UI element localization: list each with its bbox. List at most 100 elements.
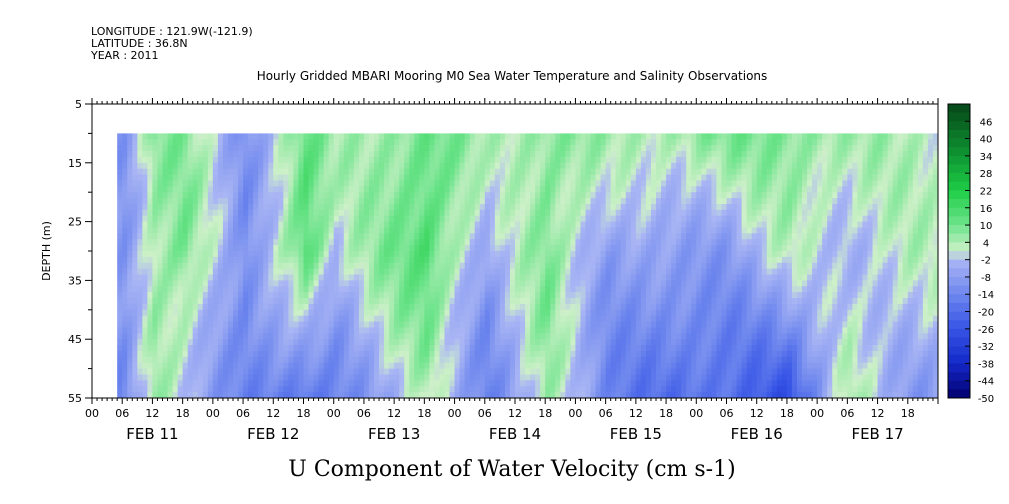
heat-cell — [509, 321, 516, 328]
heat-cell — [348, 280, 355, 287]
heat-cell — [172, 392, 179, 399]
heat-cell — [243, 286, 249, 293]
heat-cell — [444, 162, 450, 170]
heat-cell — [504, 309, 511, 317]
heat-cell — [545, 251, 551, 258]
heat-cell — [132, 245, 138, 252]
heat-cell — [580, 392, 586, 399]
heat-cell — [207, 298, 214, 305]
heat-cell — [187, 156, 194, 164]
heat-cell — [379, 292, 385, 299]
heat-cell — [167, 209, 173, 217]
heat-cell — [167, 292, 173, 299]
heat-cell — [464, 350, 471, 358]
heat-cell — [328, 303, 335, 311]
heat-cell — [333, 292, 340, 299]
heat-cell — [243, 151, 249, 158]
heat-cell — [368, 186, 375, 193]
heat-cell — [147, 192, 153, 199]
heat-cell — [172, 221, 179, 228]
heat-cell — [142, 280, 148, 287]
heat-cell — [268, 151, 274, 158]
heat-cell — [384, 262, 390, 270]
heat-cell — [610, 298, 617, 305]
heat-cell — [389, 215, 395, 222]
heat-cell — [504, 303, 511, 311]
heat-cell — [278, 151, 284, 158]
heat-cell — [449, 280, 455, 287]
heat-cell — [197, 262, 204, 270]
heat-cell — [520, 151, 526, 158]
heat-cell — [268, 350, 274, 358]
heat-cell — [278, 303, 284, 311]
heat-cell — [127, 280, 133, 287]
heat-cell — [605, 162, 612, 170]
heat-cell — [520, 321, 526, 328]
heat-cell — [132, 251, 138, 258]
heat-cell — [474, 298, 481, 305]
heat-cell — [540, 251, 546, 258]
heat-cell — [640, 198, 647, 205]
heat-cell — [207, 168, 214, 175]
heat-cell — [555, 215, 561, 222]
heat-cell — [278, 221, 284, 228]
heat-cell — [635, 245, 642, 252]
heat-cell — [661, 251, 667, 258]
heat-cell — [258, 239, 264, 246]
heat-cell — [545, 239, 551, 246]
heat-cell — [187, 374, 194, 381]
heat-cell — [328, 151, 335, 158]
heat-cell — [499, 386, 506, 393]
heat-cell — [590, 186, 596, 193]
heat-cell — [444, 139, 450, 146]
heat-cell — [434, 362, 440, 369]
heat-cell — [520, 298, 526, 305]
heat-cell — [368, 192, 375, 199]
heat-cell — [520, 268, 526, 275]
heat-cell — [560, 292, 566, 299]
heat-cell — [600, 262, 607, 270]
heat-cell — [202, 392, 209, 399]
heat-cell — [565, 315, 571, 322]
heat-cell — [182, 168, 189, 175]
heat-cell — [645, 151, 652, 158]
heat-cell — [404, 239, 410, 246]
heat-cell — [399, 386, 405, 393]
heat-cell — [278, 245, 284, 252]
heat-cell — [585, 192, 591, 199]
heat-cell — [489, 286, 496, 293]
heat-cell — [374, 292, 380, 299]
heat-cell — [424, 362, 430, 369]
heat-cell — [157, 362, 163, 369]
heat-cell — [474, 209, 481, 217]
heat-cell — [444, 374, 450, 381]
heat-cell — [645, 392, 652, 399]
heat-cell — [434, 280, 440, 287]
heat-cell — [358, 209, 365, 217]
heat-cell — [132, 345, 138, 352]
heat-cell — [605, 339, 612, 346]
heat-cell — [358, 374, 365, 381]
heat-cell — [625, 303, 632, 311]
heat-cell — [540, 168, 546, 175]
heat-cell — [157, 221, 163, 228]
heat-cell — [600, 180, 607, 187]
heat-cell — [499, 262, 506, 270]
heat-cell — [459, 239, 466, 246]
heat-cell — [394, 180, 400, 187]
heat-cell — [545, 274, 551, 281]
heat-cell — [122, 280, 128, 287]
heat-cell — [162, 156, 168, 164]
heat-cell — [152, 268, 158, 275]
heat-cell — [137, 292, 143, 299]
heat-cell — [233, 333, 239, 340]
heat-cell — [570, 268, 576, 275]
heat-cell — [459, 345, 466, 352]
heat-cell — [283, 198, 289, 205]
heat-cell — [303, 233, 309, 240]
heat-cell — [429, 139, 435, 146]
heat-cell — [152, 315, 158, 322]
heat-cell — [469, 251, 476, 258]
heat-cell — [469, 168, 476, 175]
heat-cell — [509, 309, 516, 317]
